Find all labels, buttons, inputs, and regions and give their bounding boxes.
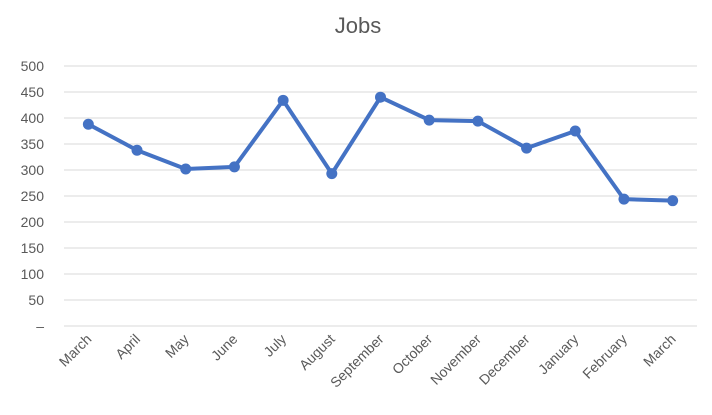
data-point <box>569 125 581 137</box>
chart-title: Jobs <box>335 13 381 38</box>
data-point <box>375 91 386 103</box>
data-point <box>277 94 289 106</box>
data-point <box>618 193 630 205</box>
x-tick-label: August <box>296 331 338 373</box>
y-tick-label: 150 <box>21 240 45 256</box>
gridlines <box>64 65 697 327</box>
x-tick-label: February <box>579 331 630 382</box>
x-tick-label: April <box>112 331 143 362</box>
y-tick-label: 300 <box>21 162 45 178</box>
x-tick-label: July <box>260 331 289 360</box>
y-tick-label: 400 <box>21 110 45 126</box>
series-line <box>86 95 675 203</box>
x-tick-label: June <box>208 331 241 364</box>
x-tick-label: November <box>427 331 484 388</box>
y-tick-label: 500 <box>21 58 45 74</box>
x-tick-label: May <box>162 331 192 361</box>
data-point <box>228 161 240 173</box>
data-point <box>423 114 435 126</box>
data-point <box>131 144 143 156</box>
data-point <box>521 142 533 154</box>
y-tick-label: 350 <box>21 136 45 152</box>
x-tick-label: March <box>56 331 95 370</box>
y-tick-label: 250 <box>21 188 45 204</box>
x-tick-label: March <box>640 331 679 370</box>
y-tick-label: – <box>36 318 44 334</box>
y-tick-label: 100 <box>21 266 45 282</box>
y-tick-label: 200 <box>21 214 45 230</box>
x-tick-label: January <box>535 331 582 378</box>
x-tick-label: December <box>476 331 533 388</box>
y-axis-tick-labels: – 50 100 150 200 250 300 350 400 450 500 <box>21 58 45 334</box>
data-point <box>472 115 484 127</box>
x-tick-label: September <box>327 331 387 391</box>
data-point <box>326 168 338 180</box>
series-layer <box>82 91 679 207</box>
x-tick-label: October <box>389 331 436 378</box>
y-tick-label: 450 <box>21 84 45 100</box>
data-point <box>180 163 192 175</box>
y-tick-label: 50 <box>28 292 44 308</box>
data-point <box>82 118 94 130</box>
data-point <box>667 195 679 207</box>
